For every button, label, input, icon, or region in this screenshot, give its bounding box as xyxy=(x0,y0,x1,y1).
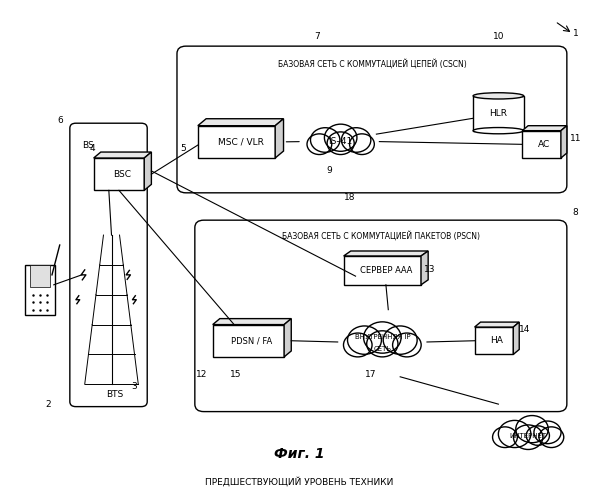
Polygon shape xyxy=(284,318,291,357)
Circle shape xyxy=(350,134,374,154)
Circle shape xyxy=(526,426,550,446)
Text: HA: HA xyxy=(490,336,504,345)
Text: AC: AC xyxy=(538,140,551,149)
Circle shape xyxy=(498,420,531,448)
Text: PDSN / FA: PDSN / FA xyxy=(231,336,273,345)
Circle shape xyxy=(310,128,340,152)
Text: BSC: BSC xyxy=(114,170,132,178)
Ellipse shape xyxy=(473,128,524,134)
Text: 6: 6 xyxy=(57,116,63,125)
Bar xyxy=(198,126,275,158)
Text: ПРЕДШЕСТВУЮЩИЙ УРОВЕНЬ ТЕХНИКИ: ПРЕДШЕСТВУЮЩИЙ УРОВЕНЬ ТЕХНИКИ xyxy=(205,476,393,486)
FancyBboxPatch shape xyxy=(177,46,567,193)
Text: BS: BS xyxy=(82,141,93,150)
Circle shape xyxy=(347,326,382,354)
Polygon shape xyxy=(144,152,151,190)
Polygon shape xyxy=(198,118,283,126)
Text: 12: 12 xyxy=(196,370,207,379)
Circle shape xyxy=(516,416,548,442)
Circle shape xyxy=(383,326,417,354)
Polygon shape xyxy=(561,126,567,158)
Text: СЕРВЕР ААА: СЕРВЕР ААА xyxy=(360,266,412,275)
Text: 14: 14 xyxy=(519,325,530,334)
Text: 5: 5 xyxy=(180,144,186,152)
Bar xyxy=(94,158,144,190)
Bar xyxy=(30,265,50,287)
Text: 7: 7 xyxy=(314,32,320,40)
Text: 8: 8 xyxy=(573,208,578,217)
Text: MSC / VLR: MSC / VLR xyxy=(218,138,264,146)
Text: 3: 3 xyxy=(131,382,137,391)
Bar xyxy=(213,324,284,357)
Text: 11: 11 xyxy=(570,134,581,142)
Polygon shape xyxy=(522,126,567,130)
Text: HLR: HLR xyxy=(489,109,507,118)
Circle shape xyxy=(514,425,543,450)
FancyBboxPatch shape xyxy=(70,123,147,406)
Circle shape xyxy=(367,331,398,357)
Text: ВНУТРЕННЯЯ IP: ВНУТРЕННЯЯ IP xyxy=(355,334,410,340)
Polygon shape xyxy=(421,251,428,285)
Circle shape xyxy=(341,128,371,152)
Text: 18: 18 xyxy=(344,194,355,202)
Bar xyxy=(25,265,55,314)
Text: 1: 1 xyxy=(573,29,578,38)
Polygon shape xyxy=(513,322,519,354)
Bar xyxy=(344,256,421,285)
Text: ИНТЕРНЕТ: ИНТЕРНЕТ xyxy=(509,434,547,440)
Polygon shape xyxy=(213,318,291,324)
Text: 15: 15 xyxy=(230,370,241,379)
Polygon shape xyxy=(275,118,283,158)
Text: IS–41: IS–41 xyxy=(328,137,353,146)
Text: БАЗОВАЯ СЕТЬ С КОММУТАЦИЕЙ ПАКЕТОВ (PSCN): БАЗОВАЯ СЕТЬ С КОММУТАЦИЕЙ ПАКЕТОВ (PSCN… xyxy=(282,231,480,241)
Bar xyxy=(475,327,513,354)
Text: 2: 2 xyxy=(45,400,51,408)
Bar xyxy=(473,96,524,130)
Ellipse shape xyxy=(473,92,524,99)
Polygon shape xyxy=(475,322,519,327)
Circle shape xyxy=(307,134,332,154)
Polygon shape xyxy=(344,251,428,256)
Text: 10: 10 xyxy=(493,32,504,40)
Circle shape xyxy=(325,124,357,152)
Text: БАЗОВАЯ СЕТЬ С КОММУТАЦИЕЙ ЦЕПЕЙ (CSCN): БАЗОВАЯ СЕТЬ С КОММУТАЦИЕЙ ЦЕПЕЙ (CSCN) xyxy=(277,58,466,68)
FancyBboxPatch shape xyxy=(195,220,567,412)
Text: 9: 9 xyxy=(326,166,332,175)
Circle shape xyxy=(343,333,372,357)
Circle shape xyxy=(393,333,421,357)
Polygon shape xyxy=(94,152,151,158)
Text: Фиг. 1: Фиг. 1 xyxy=(274,447,324,461)
Circle shape xyxy=(534,421,561,444)
Circle shape xyxy=(539,427,564,448)
Text: 17: 17 xyxy=(365,370,376,379)
Circle shape xyxy=(493,427,517,448)
Circle shape xyxy=(327,132,354,154)
Text: СЕТЬ: СЕТЬ xyxy=(373,346,392,352)
Bar xyxy=(522,130,561,158)
Text: 13: 13 xyxy=(424,266,435,274)
Circle shape xyxy=(364,322,401,353)
Text: 4: 4 xyxy=(90,144,95,152)
Text: BTS: BTS xyxy=(106,390,123,398)
